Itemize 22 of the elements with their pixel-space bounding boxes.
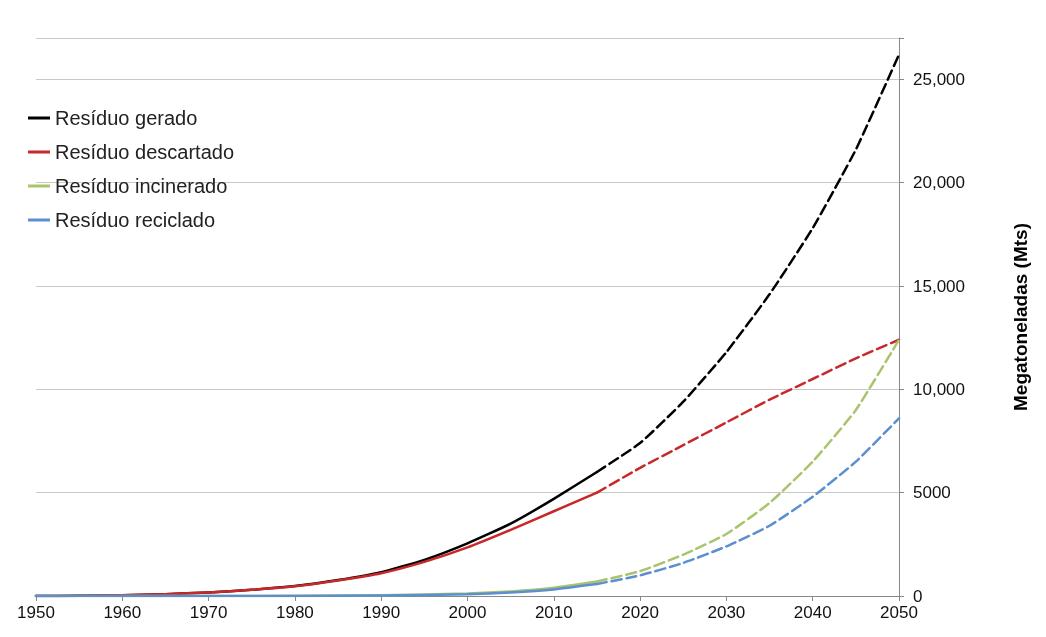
y-tick-label: 0 <box>913 586 923 606</box>
y-tick-label: 15,000 <box>913 276 965 296</box>
x-tick-label: 2020 <box>621 603 660 622</box>
x-tick-label: 1990 <box>362 603 401 622</box>
x-tick-label: 2050 <box>880 603 918 622</box>
legend-label: Resíduo incinerado <box>55 175 228 197</box>
x-tick-label: 1970 <box>189 603 228 622</box>
legend-label: Resíduo gerado <box>55 107 198 129</box>
x-tick-label: 2000 <box>448 603 487 622</box>
x-tick-label: 2030 <box>707 603 746 622</box>
y-tick-label: 10,000 <box>913 379 965 399</box>
x-tick-label: 1960 <box>103 603 142 622</box>
x-tick-label: 1980 <box>275 603 314 622</box>
legend-label: Resíduo reciclado <box>55 209 216 231</box>
x-tick-label: 2010 <box>534 603 573 622</box>
y-tick-label: 5000 <box>913 483 951 503</box>
x-tick-label: 1950 <box>17 603 55 622</box>
y-tick-label: 20,000 <box>913 173 965 193</box>
legend-label: Resíduo descartado <box>55 141 235 163</box>
y-tick-label: 25,000 <box>913 69 965 89</box>
y-axis-title: Megatoneladas (Mts) <box>1010 223 1031 411</box>
x-tick-label: 2040 <box>793 603 832 622</box>
